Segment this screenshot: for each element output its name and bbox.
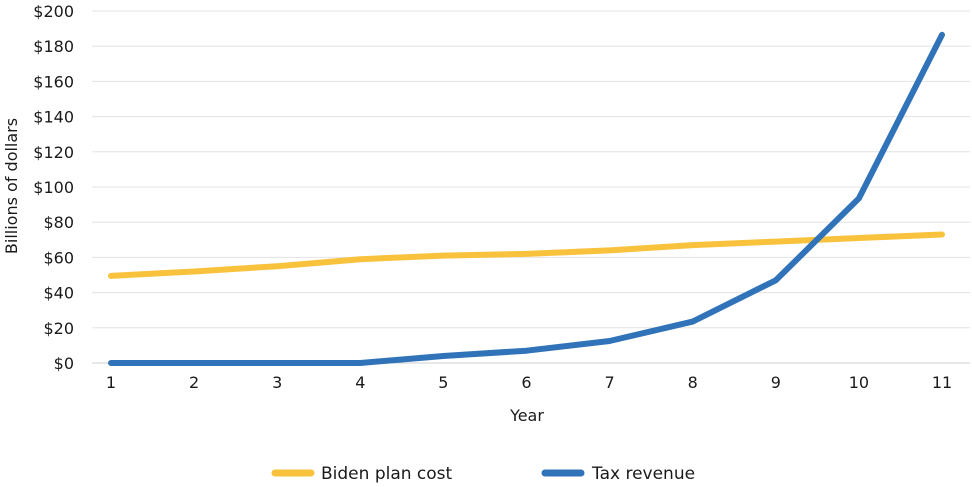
gridlines (92, 11, 970, 363)
y-axis-title: Billions of dollars (2, 118, 21, 254)
x-tick-label: 3 (272, 373, 282, 392)
x-tick-label: 2 (189, 373, 199, 392)
x-tick-label: 8 (688, 373, 698, 392)
y-tick-label: $120 (33, 143, 74, 162)
legend: Biden plan cost Tax revenue (275, 464, 695, 484)
x-tick-label: 9 (771, 373, 781, 392)
y-axis-ticks: $0 $20 $40 $60 $80 $100 $120 $140 $160 $180 $200 (33, 2, 74, 373)
y-tick-label: $140 (33, 108, 74, 127)
x-axis-ticks: 1 2 3 4 5 6 7 8 9 10 11 (106, 373, 952, 392)
y-tick-label: $60 (43, 248, 74, 267)
series-lines (111, 35, 942, 363)
x-tick-label: 6 (521, 373, 531, 392)
x-tick-label: 4 (355, 373, 365, 392)
x-tick-label: 1 (106, 373, 116, 392)
x-tick-label: 10 (849, 373, 869, 392)
x-tick-label: 11 (932, 373, 952, 392)
y-tick-label: $180 (33, 37, 74, 56)
legend-label: Biden plan cost (321, 464, 453, 484)
y-tick-label: $100 (33, 178, 74, 197)
x-tick-label: 5 (438, 373, 448, 392)
x-tick-label: 7 (605, 373, 615, 392)
x-axis-title: Year (509, 406, 544, 425)
y-tick-label: $160 (33, 72, 74, 91)
y-tick-label: $20 (43, 319, 74, 338)
y-tick-label: $80 (43, 213, 74, 232)
y-tick-label: $200 (33, 2, 74, 21)
series-line-2 (111, 35, 942, 363)
y-tick-label: $40 (43, 284, 74, 303)
y-tick-label: $0 (54, 354, 74, 373)
legend-label: Tax revenue (591, 464, 695, 484)
